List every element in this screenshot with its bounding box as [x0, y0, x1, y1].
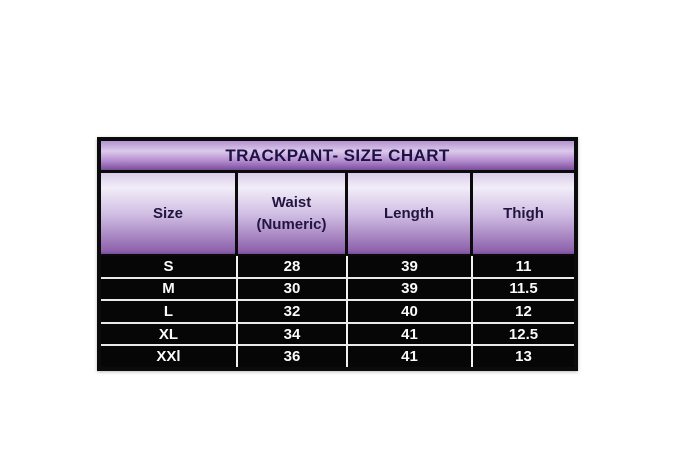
table-cell: XXl: [101, 346, 238, 367]
column-header-length: Length: [348, 173, 473, 254]
table-cell: 34: [238, 323, 348, 345]
column-header-size: Size: [101, 173, 238, 254]
table-cell: L: [101, 301, 238, 322]
table-cell: 39: [348, 278, 473, 300]
table-cell: 39: [348, 256, 473, 277]
table-cell: XL: [101, 323, 238, 345]
table-cell: 12.5: [508, 325, 539, 343]
table-cell: 12: [515, 302, 532, 320]
chart-title: TRACKPANT- SIZE CHART: [101, 141, 574, 173]
table-cell: 28: [238, 256, 348, 277]
table-cell: 40: [348, 301, 473, 322]
table-row-s: S 28 39 11: [101, 256, 574, 277]
table-cell: 13: [515, 348, 532, 366]
table-cell: 41: [348, 346, 473, 367]
column-header-waist: Waist (Numeric): [238, 173, 348, 254]
table-cell: 11: [515, 257, 532, 275]
table-cell: 32: [238, 301, 348, 322]
table-cell: 36: [238, 346, 348, 367]
table-body: S 28 39 11 M 30 39 11.5 L 32 40 12 XL 34…: [101, 256, 574, 367]
column-header-thigh: Thigh: [503, 204, 544, 222]
table-header-row: Size Waist (Numeric) Length Thigh: [101, 173, 574, 256]
table-cell: 41: [348, 323, 473, 345]
table-cell: S: [101, 256, 238, 277]
table-row-xl: XL 34 41 12.5: [101, 321, 574, 345]
table-cell: 11.5: [509, 280, 538, 298]
table-row-xxl: XXl 36 41 13: [101, 344, 574, 367]
table-row-m: M 30 39 11.5: [101, 276, 574, 300]
table-cell: M: [101, 278, 238, 300]
table-cell: 30: [238, 278, 348, 300]
size-chart-table: TRACKPANT- SIZE CHART Size Waist (Numeri…: [97, 137, 578, 371]
table-row-l: L 32 40 12: [101, 299, 574, 322]
